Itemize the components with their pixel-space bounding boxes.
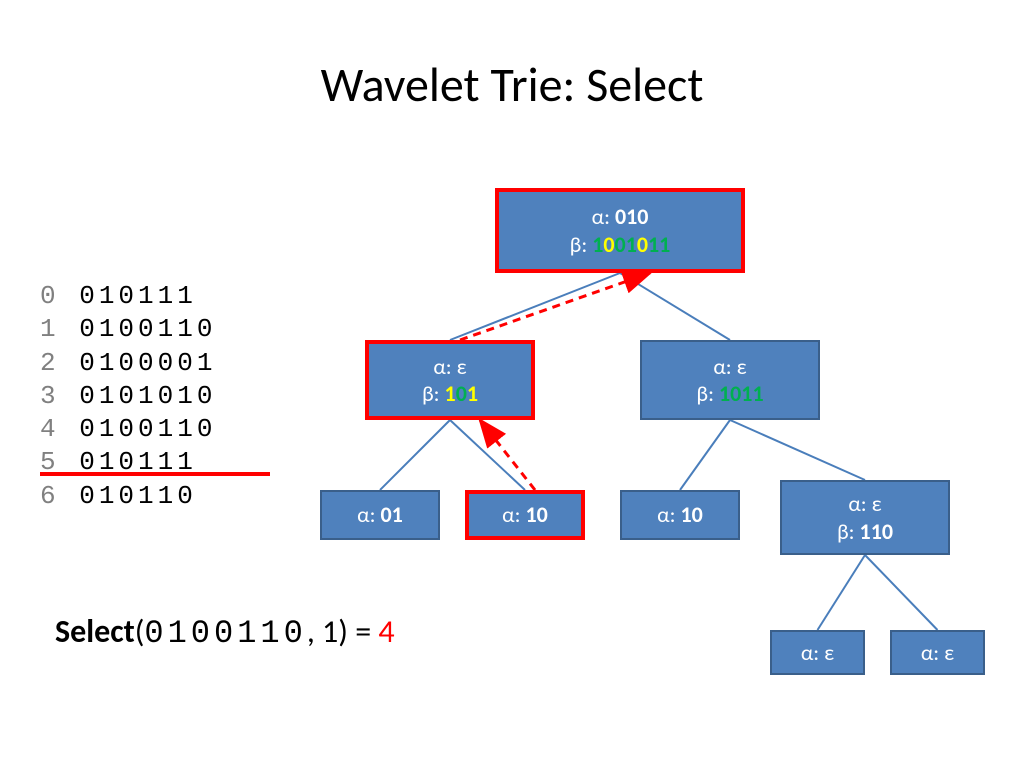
node-beta: β: 110 <box>837 518 893 546</box>
slide: Wavelet Trie: Select 0 0101111 01001102 … <box>0 0 1024 768</box>
node-lr: α: 10 <box>465 490 585 540</box>
node-alpha: α: ε <box>921 639 954 667</box>
node-rl: α: 10 <box>620 490 740 540</box>
node-right: α: εβ: 1011 <box>640 340 820 420</box>
node-alpha: α: 01 <box>357 501 403 529</box>
node-root: α: 010β: 1001011 <box>495 188 745 273</box>
tree-diagram: α: 010β: 1001011α: εβ: 101α: εβ: 1011α: … <box>0 0 1024 768</box>
node-alpha: α: ε <box>801 639 834 667</box>
node-ll: α: 01 <box>320 490 440 540</box>
node-beta: β: 1001011 <box>570 231 671 259</box>
node-beta: β: 101 <box>422 380 478 408</box>
node-alpha: α: ε <box>433 353 466 381</box>
node-alpha: α: ε <box>848 490 881 518</box>
node-alpha: α: 10 <box>657 501 703 529</box>
node-left: α: εβ: 101 <box>365 340 535 420</box>
node-alpha: α: 10 <box>502 501 548 529</box>
node-rr: α: εβ: 110 <box>780 480 950 555</box>
node-alpha: α: 010 <box>592 203 649 231</box>
node-rrr: α: ε <box>890 630 985 675</box>
node-alpha: α: ε <box>713 353 746 381</box>
node-beta: β: 1011 <box>696 380 763 408</box>
node-rrl: α: ε <box>770 630 865 675</box>
